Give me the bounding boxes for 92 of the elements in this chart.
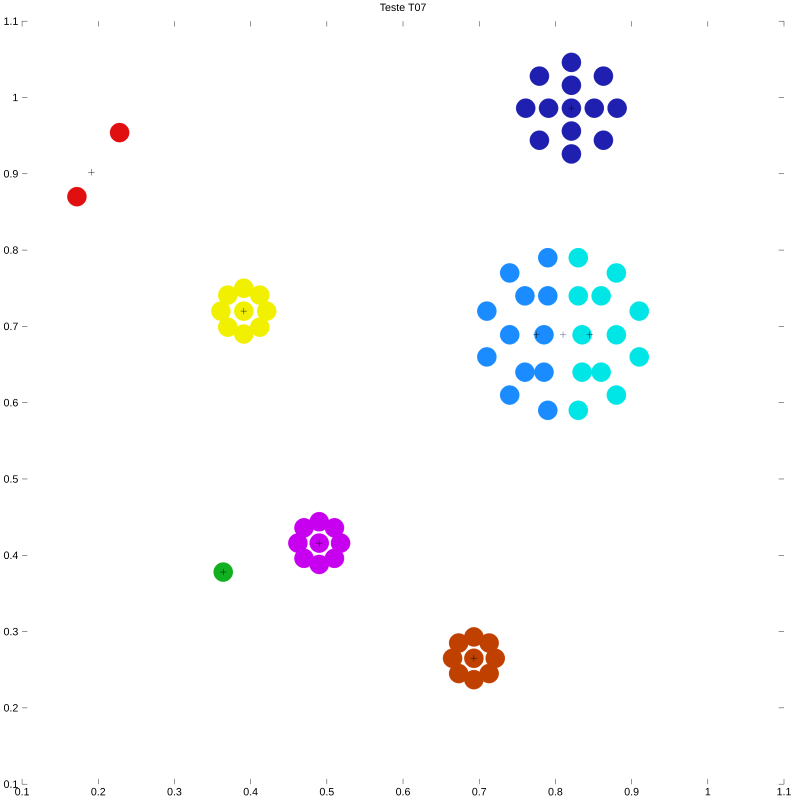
point: [213, 562, 234, 582]
point: [562, 52, 582, 72]
point: [562, 75, 582, 96]
point: [464, 648, 484, 668]
point: [324, 518, 344, 538]
y-tick-label: 0.5: [4, 475, 18, 483]
point: [591, 286, 611, 306]
point: [538, 98, 558, 118]
point: [568, 248, 588, 268]
x-tick-label: 1: [706, 788, 710, 796]
y-tick-label: 0.3: [4, 628, 18, 636]
point: [218, 317, 238, 337]
y-tick-label: 0.7: [4, 322, 18, 330]
point: [448, 664, 468, 684]
point: [218, 285, 238, 305]
point: [211, 301, 231, 321]
point: [562, 144, 582, 164]
point: [629, 347, 650, 367]
point: [234, 278, 254, 298]
y-tick-label: 0.6: [4, 398, 18, 406]
point: [234, 324, 254, 344]
x-tick-label: 0.8: [548, 788, 562, 796]
point: [324, 548, 344, 568]
x-tick-label: 0.1: [15, 788, 29, 796]
point: [530, 130, 550, 150]
x-tick-label: 0.7: [472, 788, 486, 796]
point: [584, 98, 604, 118]
point: [88, 168, 95, 176]
y-tick-label: 1.1: [4, 18, 18, 25]
point: [309, 512, 330, 532]
point: [572, 362, 592, 382]
point: [479, 664, 499, 684]
point: [591, 362, 611, 382]
point: [500, 324, 520, 345]
point: [309, 533, 330, 553]
point: [568, 400, 588, 420]
x-tick-label: 0.6: [396, 788, 410, 796]
point: [538, 400, 558, 420]
point: [288, 533, 308, 553]
point: [294, 518, 314, 538]
x-tick-label: 0.9: [624, 788, 639, 796]
point: [538, 286, 558, 306]
point: [500, 385, 520, 405]
point: [530, 66, 550, 86]
x-tick-label: 0.3: [168, 788, 182, 796]
point: [516, 98, 536, 118]
point: [606, 263, 626, 283]
point: [586, 331, 594, 338]
point: [448, 633, 468, 653]
y-tick-label: 0.9: [4, 170, 18, 178]
point: [250, 285, 270, 305]
point: [606, 385, 626, 405]
x-tick-label: 0.4: [244, 788, 258, 796]
x-tick-label: 1.1: [777, 788, 791, 796]
point: [534, 324, 554, 345]
point: [568, 286, 588, 306]
y-tick-label: 1: [13, 94, 18, 102]
y-tick-label: 0.4: [4, 552, 18, 560]
y-tick-label: 0.8: [4, 246, 18, 254]
point: [515, 286, 535, 306]
point: [534, 362, 554, 382]
point: [477, 301, 497, 321]
point: [250, 317, 270, 337]
point: [572, 324, 592, 345]
point: [110, 122, 130, 142]
point: [533, 331, 540, 338]
x-tick-label: 0.2: [91, 788, 106, 796]
point: [256, 301, 276, 321]
point: [479, 633, 499, 653]
y-tick-label: 0.2: [4, 704, 18, 712]
point: [594, 130, 614, 150]
point: [515, 362, 535, 382]
point: [464, 627, 484, 647]
point: [309, 554, 330, 574]
point: [442, 648, 462, 668]
point: [607, 98, 627, 118]
point: [538, 248, 558, 268]
point: [234, 301, 254, 321]
point: [562, 121, 582, 141]
point: [629, 301, 650, 321]
point: [562, 98, 582, 118]
chart-title: Teste T07: [380, 4, 426, 12]
point: [294, 548, 314, 568]
point: [67, 186, 87, 206]
y-tick-label: 0.1: [4, 780, 18, 788]
point: [464, 670, 484, 690]
point: [500, 263, 520, 283]
point: [477, 347, 497, 367]
point: [606, 324, 626, 345]
point: [594, 66, 614, 86]
x-tick-label: 0.5: [320, 788, 334, 796]
point: [560, 331, 566, 338]
